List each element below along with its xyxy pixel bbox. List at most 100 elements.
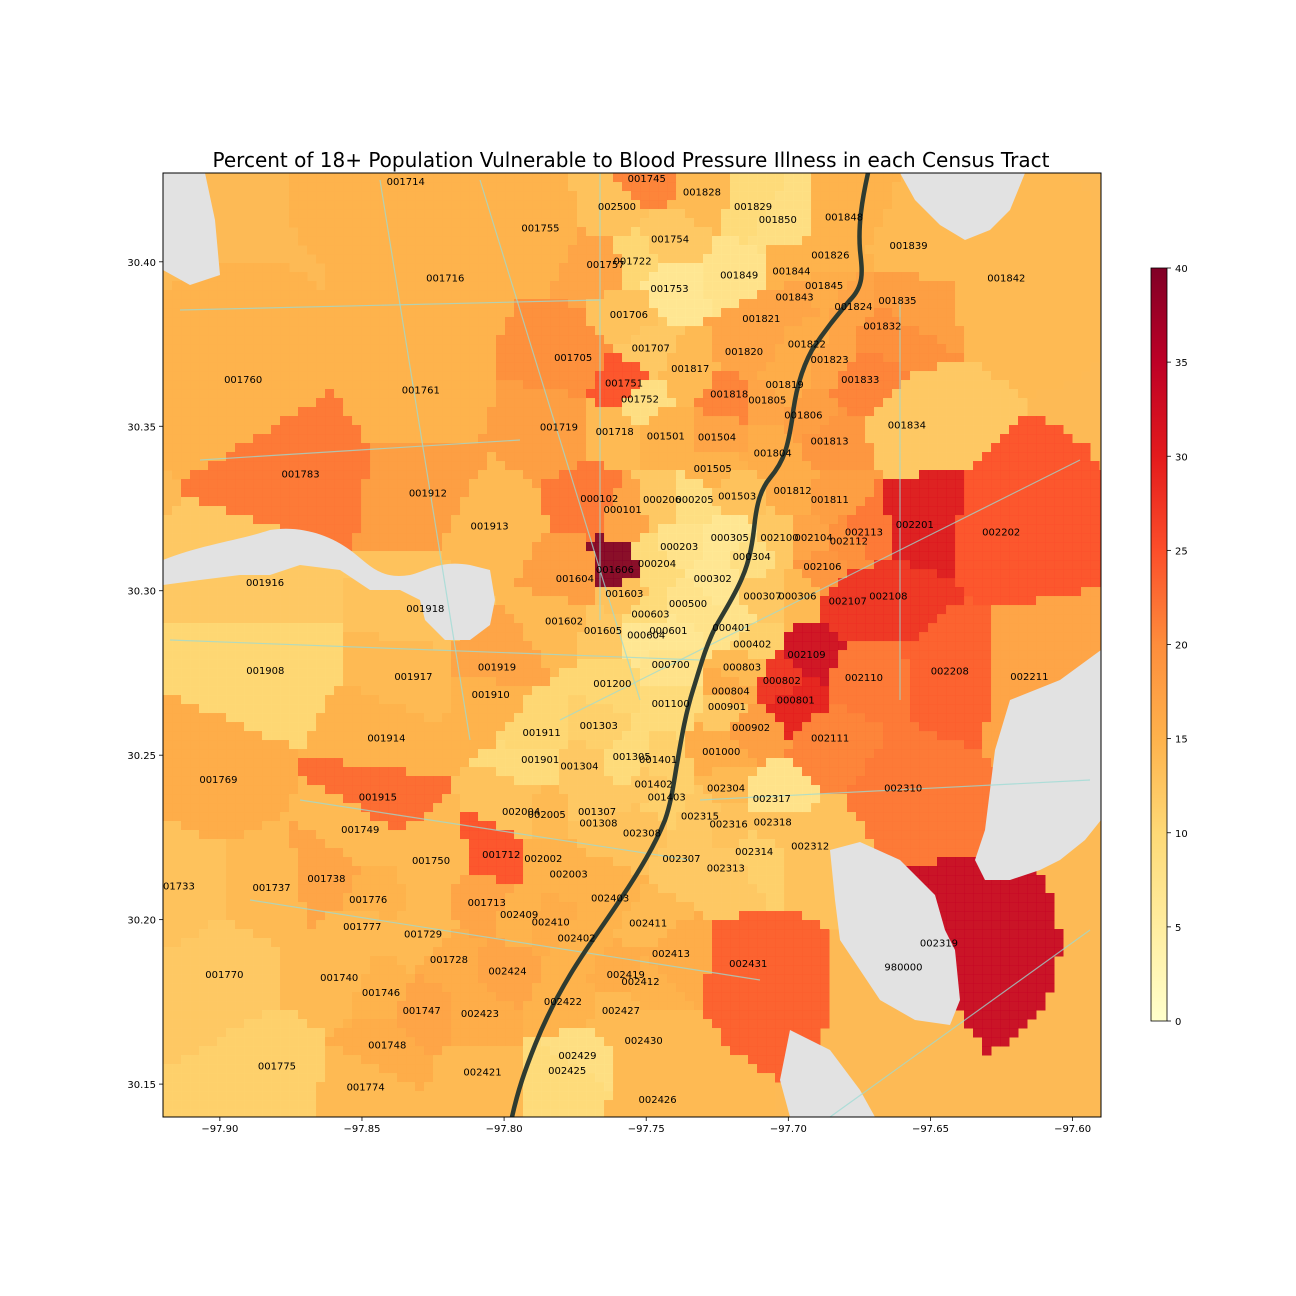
tract-cell — [415, 596, 425, 606]
tract-cell — [505, 731, 515, 741]
tract-cell — [451, 1046, 461, 1056]
tract-cell — [514, 686, 524, 696]
tract-cell — [478, 335, 488, 345]
tract-cell — [253, 272, 263, 282]
tract-cell — [244, 308, 254, 318]
tract-cell — [442, 191, 452, 201]
tract-cell — [271, 1010, 281, 1020]
tract-cell — [217, 740, 227, 750]
tract-cell — [505, 902, 515, 912]
tract-cell — [307, 245, 317, 255]
tract-cell — [217, 1082, 227, 1092]
tract-cell — [370, 893, 380, 903]
tract-cell — [334, 614, 344, 624]
tract-cell — [559, 731, 569, 741]
tract-cell — [424, 830, 434, 840]
tract-cell — [487, 632, 497, 642]
tract-cell — [586, 812, 596, 822]
tract-cell — [451, 353, 461, 363]
tract-cell — [568, 866, 578, 876]
tract-cell — [568, 1082, 578, 1092]
tract-cell — [469, 218, 479, 228]
tract-cell — [487, 875, 497, 885]
tract-cell — [271, 353, 281, 363]
tract-cell — [397, 965, 407, 975]
tract-cell — [253, 578, 263, 588]
tract-cell — [487, 731, 497, 741]
tract-cell — [442, 1055, 452, 1065]
tract-cell — [523, 488, 533, 498]
tract-cell — [550, 758, 560, 768]
tract-cell — [487, 686, 497, 696]
tract-cell — [334, 488, 344, 498]
tract-cell — [271, 1109, 281, 1117]
tract-cell — [235, 839, 245, 849]
tract-cell — [532, 920, 542, 930]
tract-cell — [433, 317, 443, 327]
tract-cell — [370, 803, 380, 813]
tract-cell — [298, 308, 308, 318]
tract-cell — [388, 533, 398, 543]
tract-cell — [361, 839, 371, 849]
tract-cell — [442, 452, 452, 462]
tract-cell — [577, 596, 587, 606]
tract-cell — [496, 452, 506, 462]
tract-cell — [199, 938, 209, 948]
tract-cell — [460, 749, 470, 759]
tract-cell — [307, 182, 317, 192]
tract-cell — [604, 218, 614, 228]
tract-cell — [460, 1100, 470, 1110]
tract-cell — [424, 191, 434, 201]
tract-cell — [226, 497, 236, 507]
tract-cell — [217, 884, 227, 894]
tract-cell — [289, 209, 299, 219]
tract-cell — [307, 803, 317, 813]
tract-cell — [424, 200, 434, 210]
tract-cell — [343, 767, 353, 777]
tract-cell — [316, 695, 326, 705]
tract-cell — [523, 281, 533, 291]
tract-cell — [523, 857, 533, 867]
tract-cell — [424, 686, 434, 696]
tract-cell — [226, 893, 236, 903]
tract-cell — [595, 659, 605, 669]
tract-cell — [505, 1055, 515, 1065]
tract-cell — [307, 344, 317, 354]
tract-cell — [325, 1082, 335, 1092]
tract-cell — [451, 434, 461, 444]
tract-cell — [325, 668, 335, 678]
tract-cell — [469, 1046, 479, 1056]
tract-cell — [316, 668, 326, 678]
tract-cell — [280, 866, 290, 876]
tract-cell — [280, 821, 290, 831]
tract-cell — [325, 839, 335, 849]
tract-cell — [424, 929, 434, 939]
tract-cell — [307, 623, 317, 633]
tract-cell — [388, 596, 398, 606]
tract-cell — [289, 713, 299, 723]
tract-cell — [253, 686, 263, 696]
tract-cell — [424, 965, 434, 975]
tract-cell — [514, 1028, 524, 1038]
tract-cell — [505, 1082, 515, 1092]
tract-cell — [559, 299, 569, 309]
tract-cell — [352, 1046, 362, 1056]
tract-cell — [244, 641, 254, 651]
tract-cell — [352, 389, 362, 399]
tract-cell — [379, 272, 389, 282]
tract-cell — [334, 272, 344, 282]
tract-cell — [172, 1019, 182, 1029]
tract-cell — [244, 992, 254, 1002]
tract-cell — [226, 299, 236, 309]
tract-cell — [226, 533, 236, 543]
tract-cell — [181, 335, 191, 345]
tract-cell — [199, 317, 209, 327]
tract-cell — [172, 425, 182, 435]
tract-cell — [550, 380, 560, 390]
tract-cell — [523, 317, 533, 327]
tract-cell — [325, 380, 335, 390]
tract-cell — [217, 920, 227, 930]
tract-cell — [514, 866, 524, 876]
tract-cell — [460, 1064, 470, 1074]
tract-cell — [325, 1028, 335, 1038]
